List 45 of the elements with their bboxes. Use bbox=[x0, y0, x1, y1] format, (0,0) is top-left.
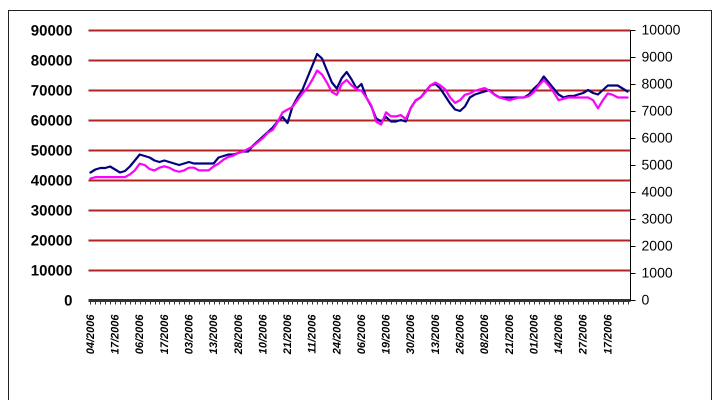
x-tick-label: 03/2006 bbox=[184, 314, 196, 354]
y2-tick-label: 4000 bbox=[642, 184, 673, 200]
x-tick-label: 04/2006 bbox=[84, 314, 97, 354]
y2-tick-label: 9000 bbox=[642, 48, 673, 64]
y-tick-label: 80000 bbox=[30, 52, 72, 70]
y2-tick-label: 1000 bbox=[642, 264, 673, 280]
x-tick-label: 08/2006 bbox=[479, 314, 492, 354]
y2-tick-label: 0 bbox=[642, 292, 650, 308]
y2-tick-label: 2000 bbox=[642, 238, 673, 254]
x-tick-label: 06/2006 bbox=[356, 314, 368, 354]
y2-tick-label: 7000 bbox=[642, 102, 673, 118]
x-tick-label: 26/2006 bbox=[454, 314, 467, 356]
x-tick-label: 30/2006 bbox=[405, 314, 418, 354]
x-tick-label: 01/2006 bbox=[528, 314, 540, 354]
line-series bbox=[89, 52, 629, 174]
x-tick-label: 11/2006 bbox=[306, 314, 319, 354]
x-tick-label: 13/2006 bbox=[208, 314, 220, 354]
line-series bbox=[89, 69, 629, 180]
y-tick-label: 20000 bbox=[30, 232, 72, 250]
x-tick-label: 13/2006 bbox=[430, 314, 442, 354]
y-tick-label: 90000 bbox=[30, 22, 72, 40]
y-tick-label: 50000 bbox=[30, 142, 72, 160]
x-tick-label: 27/2006 bbox=[578, 314, 590, 356]
y2-tick-label: 5000 bbox=[642, 156, 673, 172]
y-tick-label: 10000 bbox=[30, 262, 72, 280]
x-tick-label: 14/2006 bbox=[553, 314, 566, 354]
x-tick-label: 17/2006 bbox=[158, 314, 171, 354]
y2-tick-label: 10000 bbox=[642, 22, 681, 38]
x-tick-label: 06/2006 bbox=[134, 314, 146, 354]
y-tick-label: 0 bbox=[64, 292, 72, 310]
x-tick-label: 28/2006 bbox=[232, 314, 245, 356]
x-tick-label: 21/2006 bbox=[282, 314, 294, 356]
x-tick-label: 24/2006 bbox=[331, 314, 344, 356]
y-tick-label: 30000 bbox=[30, 202, 72, 220]
y-tick-label: 40000 bbox=[30, 172, 72, 190]
y2-tick-label: 6000 bbox=[642, 130, 673, 146]
x-tick-label: 10/2006 bbox=[257, 314, 270, 354]
x-tick-label: 17/2006 bbox=[110, 314, 122, 354]
y-tick-label: 60000 bbox=[30, 112, 72, 130]
x-tick-label: 21/2006 bbox=[504, 314, 516, 356]
y2-tick-label: 8000 bbox=[642, 76, 673, 92]
y2-tick-label: 3000 bbox=[642, 210, 673, 226]
x-tick-label: 19/2006 bbox=[380, 314, 393, 354]
y-tick-label: 70000 bbox=[30, 82, 72, 100]
x-tick-label: 17/2006 bbox=[602, 314, 614, 354]
